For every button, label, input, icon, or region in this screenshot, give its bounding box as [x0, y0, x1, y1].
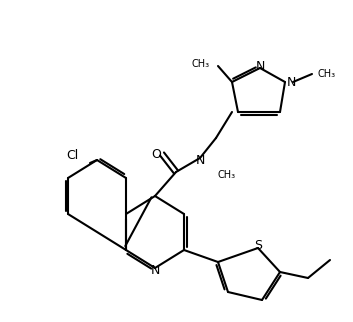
Text: S: S: [254, 239, 262, 251]
Text: CH₃: CH₃: [192, 59, 210, 69]
Text: N: N: [195, 154, 205, 166]
Text: N: N: [150, 263, 160, 277]
Text: N: N: [286, 75, 296, 89]
Text: CH₃: CH₃: [318, 69, 336, 79]
Text: O: O: [151, 147, 161, 160]
Text: CH₃: CH₃: [218, 170, 236, 180]
Text: N: N: [255, 60, 265, 72]
Text: Cl: Cl: [66, 148, 78, 162]
